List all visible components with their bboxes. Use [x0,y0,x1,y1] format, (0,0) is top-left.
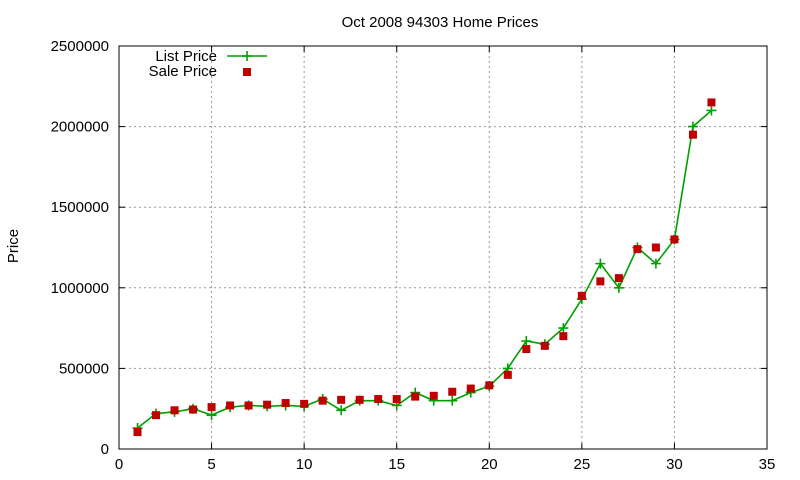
legend-marker-sale-price [243,68,251,76]
sale-price-point [670,235,679,244]
sale-price-point [522,345,531,354]
y-tick-label: 2500000 [51,38,109,55]
sale-price-point [559,332,568,341]
sale-price-point [448,387,457,396]
sale-price-point [392,395,401,404]
sale-price-point [337,395,346,404]
sale-price-point [355,395,364,404]
x-tick-label: 10 [296,456,313,473]
sale-price-point [466,384,475,393]
list-price-point [206,410,217,421]
sale-price-point [503,370,512,379]
y-tick-label: 0 [101,441,109,458]
sale-price-point [374,395,383,404]
sale-price-point [244,401,253,410]
x-tick-label: 20 [481,456,498,473]
sale-price-point [577,291,586,300]
sale-price-point [281,399,290,408]
sale-price-point [651,243,660,252]
x-tick-label: 15 [388,456,405,473]
sale-price-point [170,406,179,415]
sale-price-point [707,98,716,107]
x-tick-label: 25 [574,456,591,473]
list-price-point [706,105,717,116]
sale-price-point [540,341,549,350]
list-price-point [613,282,624,293]
y-tick-label: 1500000 [51,199,109,216]
sale-price-point [429,391,438,400]
x-tick-label: 5 [207,456,215,473]
list-price-point [595,258,606,269]
y-tick-label: 500000 [59,360,109,377]
sale-price-point [207,403,216,412]
sale-price-point [263,400,272,409]
x-tick-label: 0 [115,456,123,473]
sale-price-point [226,401,235,410]
sale-price-point [596,277,605,286]
sale-price-point [633,245,642,254]
sale-price-point [688,130,697,139]
y-axis-label: Price [5,229,22,263]
list-price-point [521,335,532,346]
legend-label-sale-price: Sale Price [149,63,217,80]
chart-title: Oct 2008 94303 Home Prices [342,14,539,31]
sale-price-point [411,392,420,401]
plot-frame [118,45,768,450]
sale-price-point [152,411,161,420]
sale-price-point [189,405,198,414]
list-price-point [687,121,698,132]
series-layer [132,98,717,437]
x-tick-label: 30 [666,456,683,473]
y-tick-label: 2000000 [51,119,109,136]
x-tick-label: 35 [759,456,776,473]
sale-price-point [133,428,142,437]
tick-layer: 0 5 10 15 20 25 30 35 0 500000 1000000 1500000 20000… [51,38,776,473]
list-price-point [650,258,661,269]
list-price-point [336,405,347,416]
legend-marker-list-price [242,51,252,61]
sale-price-point [318,396,327,405]
sale-price-point [614,274,623,283]
list-price-point [447,395,458,406]
y-tick-label: 1000000 [51,280,109,297]
list-price-point [558,323,569,334]
legend-label-list-price: List Price [155,48,217,65]
sale-price-point [300,399,309,408]
sale-price-point [485,381,494,390]
